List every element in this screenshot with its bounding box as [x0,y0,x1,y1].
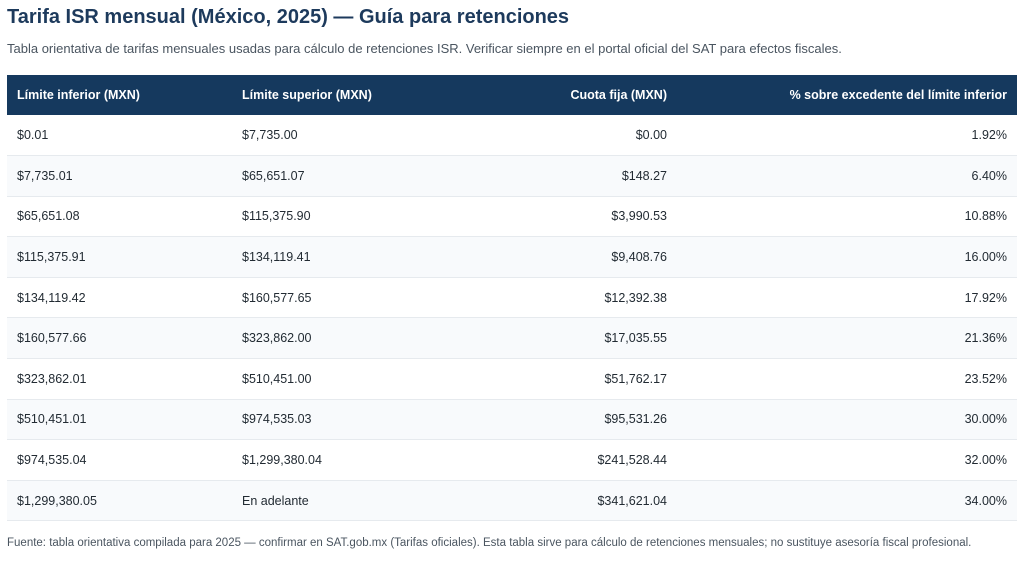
cell-upper-limit: $1,299,380.04 [242,453,322,468]
cell-upper-limit: $115,375.90 [242,209,311,224]
cell-fixed-fee: $0.00 [635,128,667,143]
cell-lower-limit: $115,375.91 [17,250,86,265]
cell-upper-limit: $974,535.03 [242,412,312,427]
header-lower-limit: Límite inferior (MXN) [17,88,140,102]
header-excess-percent: % sobre excedente del límite inferior [789,88,1007,102]
cell-fixed-fee: $95,531.26 [604,412,667,427]
cell-excess-percent: 32.00% [964,453,1007,468]
cell-upper-limit: $510,451.00 [242,371,312,386]
cell-excess-percent: 17.92% [964,290,1007,305]
cell-lower-limit: $1,299,380.05 [17,493,97,508]
cell-fixed-fee: $9,408.76 [611,250,667,265]
cell-fixed-fee: $12,392.38 [604,290,667,305]
cell-upper-limit: $7,735.00 [242,128,298,143]
page-title: Tarifa ISR mensual (México, 2025) — Guía… [7,6,570,28]
cell-upper-limit: En adelante [242,493,309,508]
cell-lower-limit: $323,862.01 [17,371,87,386]
table-row: $65,651.08 $115,375.90 $3,990.53 10.88% [7,196,1017,237]
table-row: $134,119.42 $160,577.65 $12,392.38 17.92… [7,277,1017,318]
cell-lower-limit: $0.01 [17,128,49,143]
cell-fixed-fee: $17,035.55 [604,331,667,346]
table-row: $510,451.01 $974,535.03 $95,531.26 30.00… [7,399,1017,440]
cell-lower-limit: $134,119.42 [17,290,86,305]
cell-upper-limit: $134,119.41 [242,250,311,265]
cell-lower-limit: $510,451.01 [17,412,87,427]
table-row: $323,862.01 $510,451.00 $51,762.17 23.52… [7,359,1017,400]
cell-lower-limit: $7,735.01 [17,168,73,183]
header-fixed-fee: Cuota fija (MXN) [570,88,667,102]
cell-excess-percent: 16.00% [964,250,1007,265]
table-row: $115,375.91 $134,119.41 $9,408.76 16.00% [7,236,1017,278]
cell-excess-percent: 23.52% [964,371,1007,386]
cell-lower-limit: $160,577.66 [17,331,87,346]
cell-fixed-fee: $148.27 [621,168,667,183]
table-header: Límite inferior (MXN) Límite superior (M… [7,75,1017,115]
cell-upper-limit: $160,577.65 [242,290,312,305]
table-row: $160,577.66 $323,862.00 $17,035.55 21.36… [7,317,1017,359]
cell-excess-percent: 34.00% [964,493,1007,508]
page-subtitle: Tabla orientativa de tarifas mensuales u… [7,41,842,56]
cell-fixed-fee: $341,621.04 [597,493,667,508]
table-row: $1,299,380.05 En adelante $341,621.04 34… [7,480,1017,521]
cell-fixed-fee: $51,762.17 [604,371,667,386]
cell-excess-percent: 6.40% [971,168,1007,183]
cell-fixed-fee: $3,990.53 [611,209,667,224]
cell-lower-limit: $65,651.08 [17,209,80,224]
table-row: $974,535.04 $1,299,380.04 $241,528.44 32… [7,440,1017,481]
cell-upper-limit: $323,862.00 [242,331,312,346]
isr-rate-table: Límite inferior (MXN) Límite superior (M… [7,75,1017,521]
cell-excess-percent: 21.36% [964,331,1007,346]
table-row: $0.01 $7,735.00 $0.00 1.92% [7,115,1017,156]
table-row: $7,735.01 $65,651.07 $148.27 6.40% [7,155,1017,197]
table-body: $0.01 $7,735.00 $0.00 1.92% $7,735.01 $6… [7,115,1017,521]
table-header-row: Límite inferior (MXN) Límite superior (M… [7,75,1017,115]
cell-excess-percent: 1.92% [971,128,1007,143]
header-upper-limit: Límite superior (MXN) [242,88,372,102]
cell-fixed-fee: $241,528.44 [597,453,667,468]
cell-excess-percent: 10.88% [964,209,1007,224]
source-note: Fuente: tabla orientativa compilada para… [7,537,972,549]
cell-lower-limit: $974,535.04 [17,453,87,468]
cell-upper-limit: $65,651.07 [242,168,305,183]
cell-excess-percent: 30.00% [964,412,1007,427]
